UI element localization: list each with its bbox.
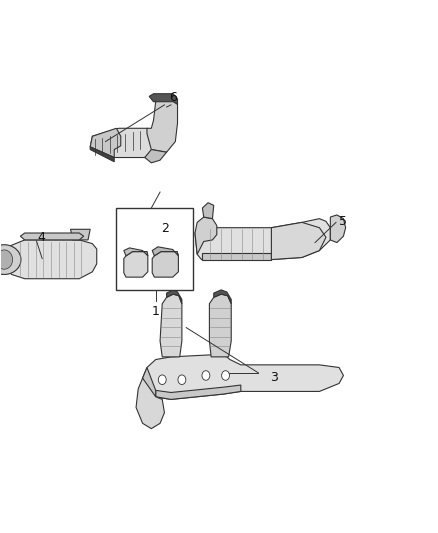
FancyBboxPatch shape: [117, 208, 193, 290]
Polygon shape: [272, 222, 326, 260]
Polygon shape: [166, 290, 182, 304]
Text: 3: 3: [271, 371, 279, 384]
Circle shape: [202, 370, 210, 380]
Polygon shape: [0, 250, 13, 269]
Polygon shape: [124, 252, 148, 277]
Polygon shape: [143, 368, 155, 397]
Polygon shape: [90, 128, 153, 158]
Polygon shape: [201, 253, 272, 260]
Text: 2: 2: [161, 222, 169, 235]
Polygon shape: [5, 240, 97, 279]
Text: 1: 1: [151, 305, 159, 318]
Polygon shape: [214, 290, 231, 304]
Polygon shape: [20, 233, 84, 240]
Polygon shape: [195, 219, 330, 260]
Polygon shape: [160, 294, 182, 357]
Polygon shape: [71, 229, 90, 240]
Circle shape: [158, 375, 166, 384]
Polygon shape: [143, 354, 343, 399]
Polygon shape: [155, 385, 241, 399]
Polygon shape: [152, 247, 178, 256]
Polygon shape: [152, 252, 178, 277]
Polygon shape: [0, 245, 21, 274]
Polygon shape: [124, 248, 148, 256]
Circle shape: [222, 370, 230, 380]
Polygon shape: [195, 217, 217, 254]
Text: 6: 6: [169, 91, 177, 103]
Polygon shape: [136, 378, 164, 429]
Polygon shape: [90, 128, 121, 158]
Polygon shape: [202, 203, 214, 219]
Polygon shape: [90, 147, 114, 162]
Circle shape: [178, 375, 186, 384]
Polygon shape: [149, 94, 177, 104]
Polygon shape: [145, 150, 166, 163]
Text: 5: 5: [339, 215, 347, 228]
Text: 4: 4: [38, 231, 46, 244]
Polygon shape: [147, 96, 177, 152]
Polygon shape: [209, 294, 231, 357]
Polygon shape: [330, 215, 346, 243]
